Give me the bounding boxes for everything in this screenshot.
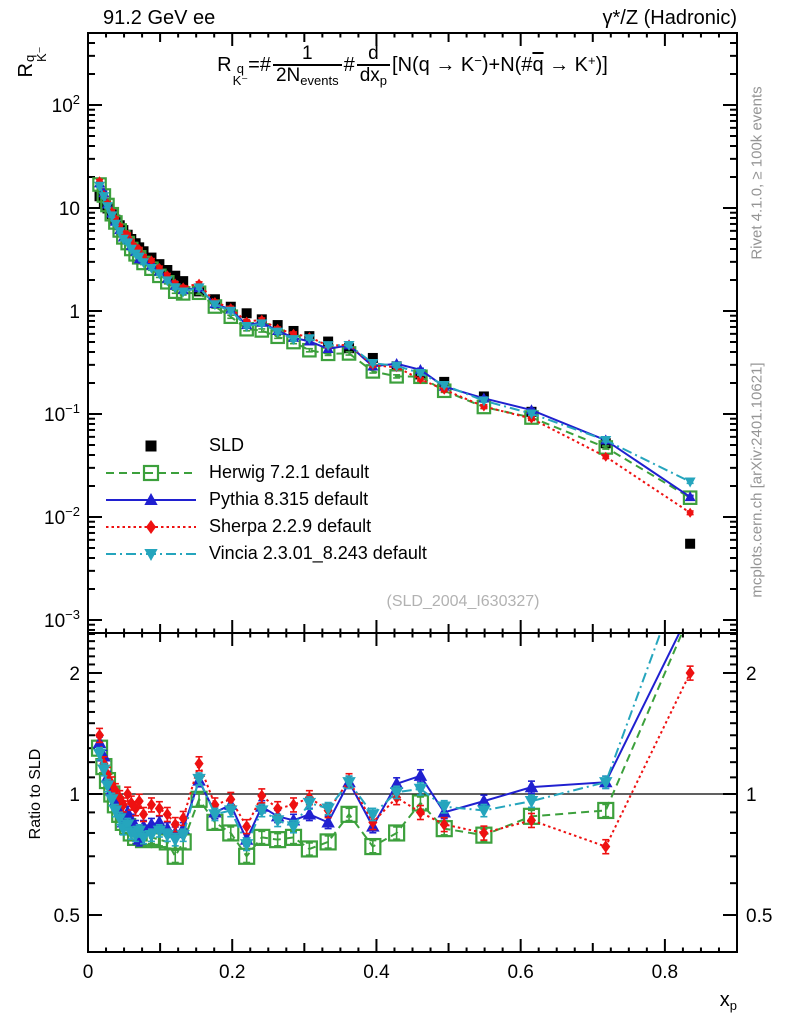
svg-text:0.6: 0.6: [507, 962, 533, 983]
formula-lhs: R: [217, 54, 232, 77]
legend-label: Sherpa 2.2.9 default: [209, 516, 372, 536]
legend-item-vincia: Vincia 2.3.01_8.243 default: [103, 540, 427, 567]
svg-text:1: 1: [746, 785, 757, 806]
rivet-version-caption: Rivet 4.1.0, ≥ 100k events: [748, 86, 766, 260]
energy-label: 91.2 GeV ee: [103, 7, 216, 29]
svg-text:0.5: 0.5: [54, 906, 80, 927]
svg-text:10: 10: [59, 199, 80, 220]
main-y-title-script: q K⁻: [22, 46, 50, 63]
panel-frames: [87, 32, 738, 953]
herwig-marker-icon: [103, 462, 199, 484]
series-vincia-ratio: [92, 633, 662, 852]
legend-item-sherpa: Sherpa 2.2.9 default: [103, 513, 427, 540]
ratio-y-axis-title: Ratio to SLD: [27, 748, 44, 840]
svg-text:2: 2: [69, 664, 80, 685]
main-y-title-sub: K⁻: [34, 46, 50, 63]
x-axis-title: xp: [719, 989, 737, 1013]
svg-text:1: 1: [69, 785, 80, 806]
formula-qbar: q: [532, 54, 544, 77]
legend-label: Herwig 7.2.1 default: [209, 462, 370, 482]
svg-text:0.5: 0.5: [746, 906, 772, 927]
formula-fraction-1: 1 2Nevents: [272, 44, 342, 88]
svg-text:10−2: 10−2: [44, 504, 80, 529]
formula-equals: =#: [248, 54, 271, 77]
svg-text:0.8: 0.8: [652, 962, 678, 983]
svg-text:0.2: 0.2: [219, 962, 245, 983]
formula-op: #: [343, 54, 355, 77]
formula-rhs: [N(q → K: [392, 54, 475, 77]
vincia-marker-icon: [103, 543, 199, 565]
tick-labels: 102 10 1 10−1 10−2 10−3 2 2 1 1 0.5 0.5 0 0.2 0.4 0.6 0.…: [44, 92, 772, 983]
sld-marker-icon: [103, 435, 199, 457]
main-y-title-base: R: [15, 63, 38, 78]
svg-text:102: 102: [52, 92, 80, 117]
legend-item-pythia: Pythia 8.315 default: [103, 486, 427, 513]
analysis-watermark: (SLD_2004_I630327): [386, 593, 540, 610]
svg-text:10−1: 10−1: [44, 401, 80, 426]
svg-text:0: 0: [83, 962, 94, 983]
pythia-marker-icon: [103, 489, 199, 511]
legend-label: SLD: [209, 435, 245, 455]
legend-item-herwig: Herwig 7.2.1 default: [103, 459, 427, 486]
svg-text:1: 1: [69, 302, 80, 323]
mcplots-caption: mcplots.cern.ch [arXiv:2401.10621]: [748, 362, 766, 598]
svg-text:2: 2: [746, 664, 757, 685]
series-vincia-main: [94, 181, 696, 488]
formula-lhs-script: q K⁻: [232, 61, 249, 89]
svg-text:0.4: 0.4: [363, 962, 390, 983]
sherpa-marker-icon: [103, 516, 199, 538]
legend-label: Pythia 8.315 default: [209, 489, 369, 509]
legend-item-sld: SLD: [103, 432, 427, 459]
formula-fraction-2: d dxp: [356, 44, 391, 88]
legend: SLD Herwig 7.2.1 default Pythia 8.315 de…: [103, 432, 427, 567]
svg-text:10−3: 10−3: [44, 607, 80, 632]
process-label: γ*/Z (Hadronic): [602, 7, 737, 29]
legend-label: Vincia 2.3.01_8.243 default: [209, 543, 427, 563]
